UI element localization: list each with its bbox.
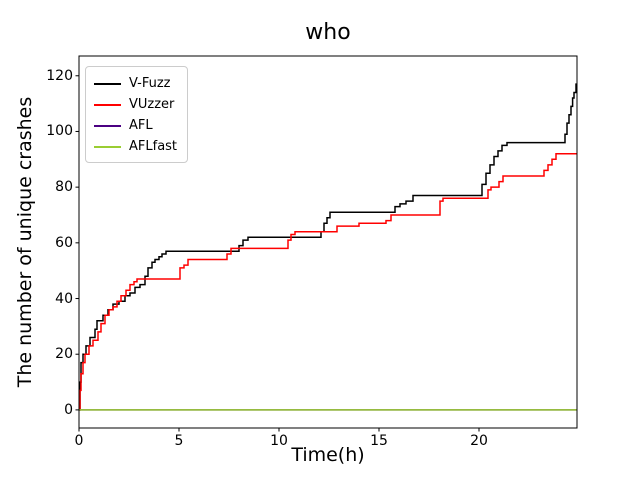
legend-item-aflfast: AFLfast bbox=[94, 136, 179, 157]
legend-line-swatch bbox=[94, 103, 121, 106]
legend-item-afl: AFL bbox=[94, 115, 179, 136]
legend-label: V-Fuzz bbox=[129, 76, 171, 91]
y-tick-label: 20 bbox=[55, 346, 73, 363]
legend-label: AFL bbox=[129, 118, 153, 133]
y-tick-label: 120 bbox=[46, 67, 73, 84]
x-tick-label: 20 bbox=[470, 433, 488, 449]
legend-item-vuzzer: VUzzer bbox=[94, 94, 179, 115]
series-line-vuzzer bbox=[79, 152, 577, 411]
legend-line-swatch bbox=[94, 82, 121, 85]
series-line-v-fuzz bbox=[79, 83, 577, 411]
plot-spines bbox=[78, 55, 578, 429]
x-tick-label: 10 bbox=[270, 433, 288, 449]
y-tick-label: 100 bbox=[46, 123, 73, 140]
legend-label: VUzzer bbox=[129, 97, 175, 112]
y-tick-label: 0 bbox=[64, 401, 73, 418]
y-tick-label: 60 bbox=[55, 234, 73, 251]
x-tick-label: 0 bbox=[74, 433, 84, 449]
legend-line-swatch bbox=[94, 145, 121, 148]
x-axis-label: Time(h) bbox=[291, 444, 365, 466]
x-tick-label: 5 bbox=[174, 433, 184, 449]
legend-item-v-fuzz: V-Fuzz bbox=[94, 73, 179, 94]
x-tick-label: 15 bbox=[370, 433, 388, 449]
y-tick-label: 80 bbox=[55, 179, 73, 196]
legend-label: AFLfast bbox=[129, 139, 178, 154]
chart-title: who bbox=[305, 20, 351, 45]
y-tick-label: 40 bbox=[55, 290, 73, 307]
legend: V-Fuzz VUzzer AFL AFLfast bbox=[85, 66, 188, 163]
legend-line-swatch bbox=[94, 124, 121, 127]
